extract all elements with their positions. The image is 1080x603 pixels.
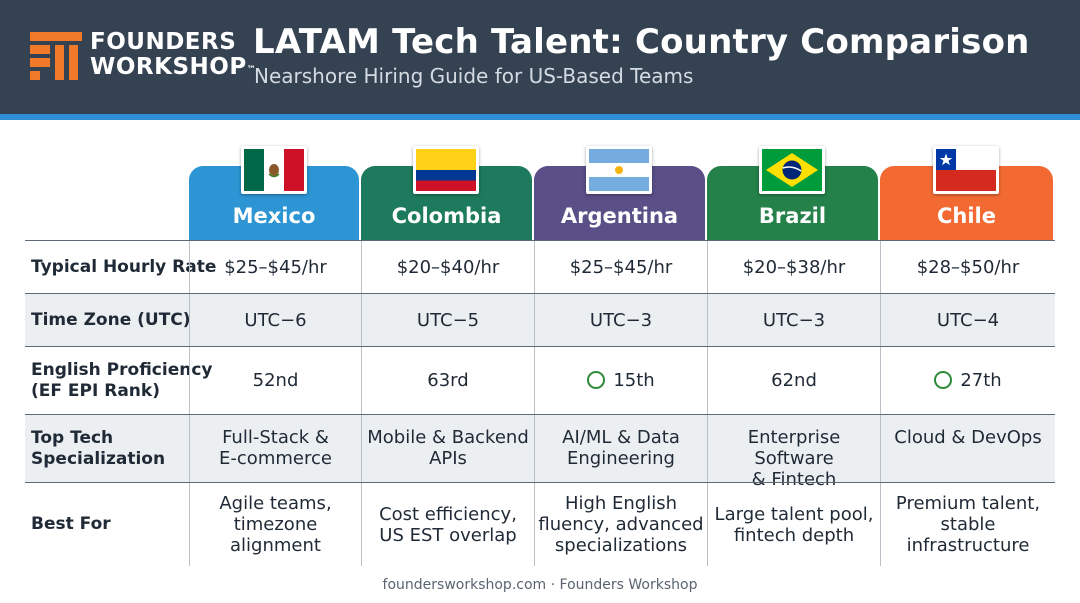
country-name: Mexico	[232, 204, 316, 228]
row-hourly-rate: Typical Hourly Rate $25–$45/hr $20–$40/h…	[25, 240, 1055, 293]
mexico-flag-icon	[241, 146, 307, 194]
accent-stripe	[0, 114, 1080, 120]
column-header-colombia: Colombia	[361, 166, 532, 240]
row-label-line: English Proficiency	[31, 359, 213, 380]
circle-check-icon	[934, 370, 953, 389]
cell-argentina: AI/ML & Data Engineering	[534, 415, 707, 482]
row-english-proficiency: English Proficiency (EF EPI Rank) 52nd 63…	[25, 346, 1055, 414]
footer-credit: foundersworkshop.com · Founders Workshop	[382, 577, 698, 593]
logo-wordmark: FOUNDERS WORKSHOP™	[90, 30, 256, 80]
cell-line: timezone alignment	[230, 514, 321, 556]
cell-mexico: Agile teams, timezone alignment	[189, 483, 361, 566]
cell-argentina: 15th	[534, 347, 707, 414]
cell-chile: Premium talent, stable infrastructure	[880, 483, 1055, 566]
cell-colombia: 63rd	[361, 347, 534, 414]
row-label-line: Top Tech	[31, 427, 114, 448]
country-name: Argentina	[560, 204, 679, 228]
cell-chile: 27th	[880, 347, 1055, 414]
chile-flag-icon	[933, 146, 999, 194]
cell-brazil: 62nd	[707, 347, 880, 414]
cell-mexico: Full-Stack & E-commerce	[189, 415, 361, 482]
cell-brazil: UTC−3	[707, 294, 880, 346]
cell-line: Premium talent,	[895, 493, 1041, 514]
row-label-line: Specialization	[31, 448, 166, 469]
cell-line: Cloud & DevOps	[894, 427, 1042, 448]
cell-line: specializations	[554, 535, 688, 556]
page-title: LATAM Tech Talent: Country Comparison	[253, 22, 1030, 62]
cell-line: Mobile & Backend	[367, 427, 529, 448]
logo-tm: ™	[246, 65, 257, 75]
cell-line: Engineering	[566, 448, 675, 469]
cell-line: Full-Stack &	[222, 427, 329, 448]
column-header-mexico: Mexico	[189, 166, 359, 240]
row-label: Top Tech Specialization	[31, 415, 165, 482]
cell-line: Large talent pool,	[714, 503, 874, 525]
logo-line2: WORKSHOP	[90, 54, 247, 80]
cell-line: Cost efficiency,	[379, 503, 517, 525]
logo-line1: FOUNDERS	[90, 29, 237, 55]
country-name: Brazil	[758, 204, 827, 228]
brazil-flag-icon	[759, 146, 825, 194]
cell-mexico: UTC−6	[189, 294, 361, 346]
cell-line: fluency, advanced	[538, 514, 704, 535]
cell-colombia: UTC−5	[361, 294, 534, 346]
argentina-flag-icon	[586, 146, 652, 194]
header-bar: FOUNDERS WORKSHOP™ LATAM Tech Talent: Co…	[0, 0, 1080, 114]
country-name: Colombia	[391, 204, 502, 228]
cell-chile: Cloud & DevOps	[880, 415, 1055, 482]
cell-chile: $28–$50/hr	[880, 241, 1055, 293]
cell-argentina: High English fluency, advanced specializat…	[534, 483, 707, 566]
colombia-flag-icon	[413, 146, 479, 194]
cell-value: 15th	[613, 370, 655, 391]
row-top-tech-specialization: Top Tech Specialization Full-Stack & E-com…	[25, 414, 1055, 490]
cell-line: US EST overlap	[379, 524, 517, 546]
country-name: Chile	[936, 204, 996, 228]
row-best-for: Best For Agile teams, timezone alignment …	[25, 482, 1055, 566]
row-time-zone: Time Zone (UTC) UTC−6 UTC−5 UTC−3 UTC−3 …	[25, 293, 1055, 346]
cell-chile: UTC−4	[880, 294, 1055, 346]
cell-colombia: $20–$40/hr	[361, 241, 534, 293]
row-label: Typical Hourly Rate	[31, 256, 217, 277]
cell-line: APIs	[429, 448, 467, 469]
row-label: English Proficiency (EF EPI Rank)	[31, 347, 213, 414]
cell-line: & Fintech	[751, 469, 837, 490]
cell-value: 27th	[960, 370, 1002, 391]
page-subtitle: Nearshore Hiring Guide for US-Based Team…	[254, 64, 694, 88]
cell-argentina: $25–$45/hr	[534, 241, 707, 293]
founders-workshop-logo: FOUNDERS WORKSHOP™	[30, 28, 256, 84]
row-label: Time Zone (UTC)	[31, 309, 191, 330]
cell-argentina: UTC−3	[534, 294, 707, 346]
row-label: Best For	[31, 514, 111, 534]
cell-line: stable infrastructure	[906, 514, 1030, 556]
cell-brazil: $20–$38/hr	[707, 241, 880, 293]
cell-mexico: $25–$45/hr	[189, 241, 361, 293]
cell-brazil: Enterprise Software & Fintech	[707, 415, 880, 490]
cell-line: E-commerce	[219, 448, 332, 469]
circle-check-icon	[587, 370, 606, 389]
cell-line: Agile teams,	[219, 493, 332, 514]
cell-line: fintech depth	[733, 524, 855, 546]
cell-colombia: Cost efficiency, US EST overlap	[361, 483, 534, 566]
cell-line: High English	[564, 493, 678, 514]
cell-line: Enterprise Software	[747, 427, 841, 469]
logo-mark-icon	[30, 32, 82, 80]
cell-mexico: 52nd	[189, 347, 361, 414]
cell-brazil: Large talent pool, fintech depth	[707, 483, 880, 566]
cell-line: AI/ML & Data	[562, 427, 680, 448]
row-label-line: (EF EPI Rank)	[31, 380, 160, 401]
cell-colombia: Mobile & Backend APIs	[361, 415, 534, 482]
column-header-chile: Chile	[880, 166, 1053, 240]
